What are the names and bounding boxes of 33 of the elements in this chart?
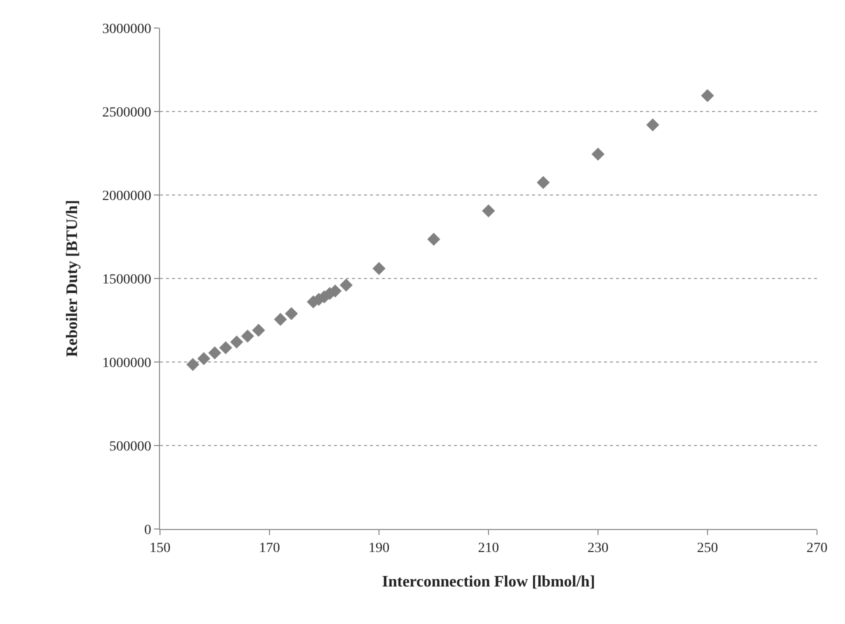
point: [284, 307, 298, 320]
point: [701, 89, 714, 102]
point: [427, 232, 440, 246]
x-axis-title: Interconnection Flow [lbmol/h]: [382, 574, 596, 590]
point: [592, 148, 604, 161]
point: [536, 176, 550, 189]
point: [646, 118, 660, 132]
point: [274, 312, 287, 326]
y-tick-label: 1000000: [102, 356, 152, 371]
x-tick-label: 270: [806, 540, 828, 556]
x-tick-label: 150: [150, 540, 170, 556]
point: [230, 335, 244, 348]
point: [482, 204, 495, 218]
x-tick-label: 170: [259, 540, 280, 556]
y-tick-label: 3000000: [102, 22, 152, 37]
point: [340, 278, 353, 292]
y-tick-label: 500000: [109, 439, 152, 454]
y-tick-label: 0: [144, 522, 152, 538]
point: [197, 352, 210, 366]
x-tick-label: 230: [588, 540, 608, 556]
point: [208, 346, 222, 360]
point: [252, 324, 266, 337]
point: [186, 358, 200, 372]
x-tick-label: 210: [478, 540, 499, 556]
y-tick-label: 2500000: [102, 105, 152, 120]
y-tick-label: 2000000: [102, 188, 152, 204]
x-tick-label: 250: [697, 540, 718, 556]
point: [241, 330, 254, 343]
point: [219, 341, 232, 354]
x-tick-label: 190: [368, 540, 390, 556]
point: [372, 262, 386, 275]
y-axis-title: Reboiler Duty [BTU/h]: [64, 200, 82, 358]
y-tick-label: 1500000: [102, 272, 152, 288]
